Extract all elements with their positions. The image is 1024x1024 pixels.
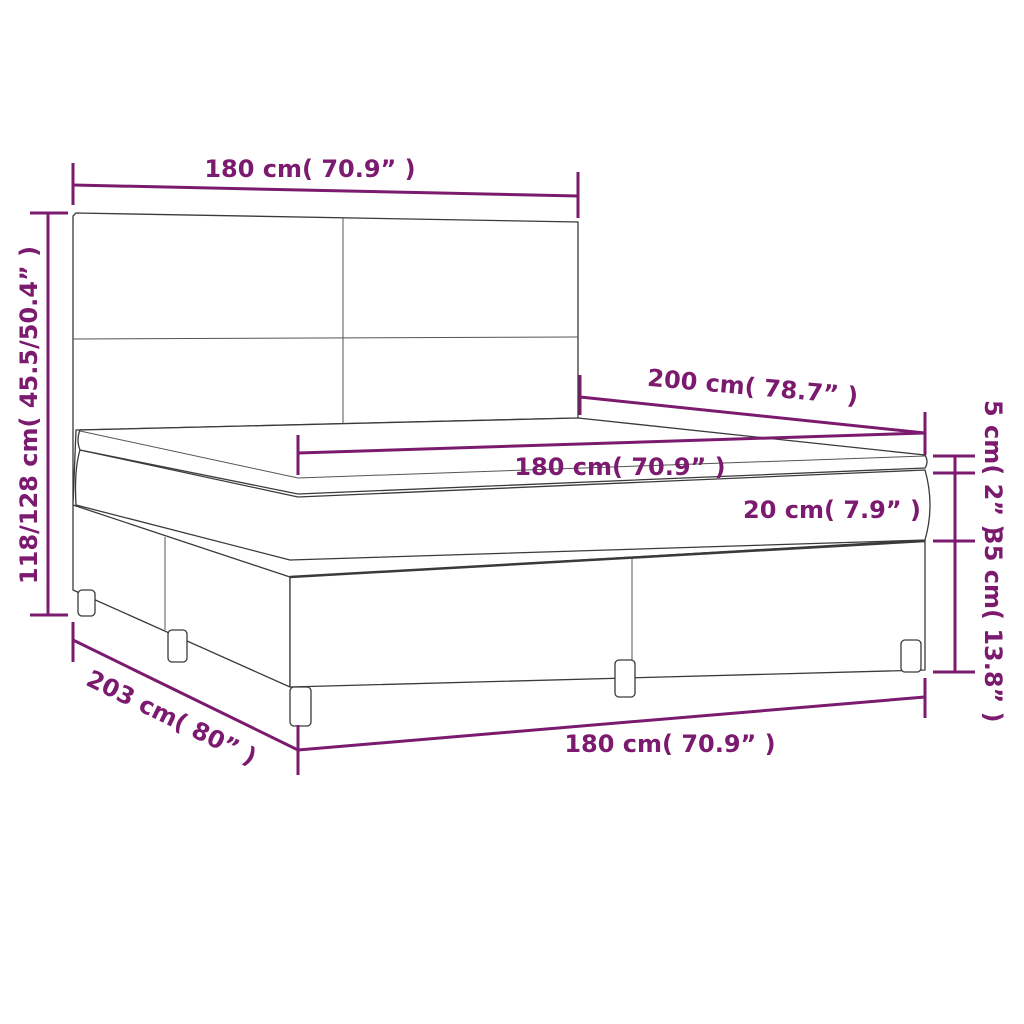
- box-spring-base: [72, 504, 926, 688]
- mattress-length-label: 200 cm( 78.7” ): [646, 364, 859, 410]
- total-height-label: 118/128 cm( 45.5/50.4” ): [15, 246, 43, 584]
- mattress-width-label: 180 cm( 70.9” ): [514, 453, 725, 481]
- base-width-label: 180 cm( 70.9” ): [564, 730, 775, 758]
- topper: [77, 417, 928, 495]
- mattress: [74, 449, 931, 561]
- mattress-height-label: 20 cm( 7.9” ): [743, 496, 921, 524]
- headboard: [72, 212, 579, 506]
- headboard-width-label: 180 cm( 70.9” ): [204, 155, 415, 183]
- legs: [77, 589, 922, 727]
- base-height-label: 35 cm( 13.8” ): [979, 528, 1007, 723]
- topper-height-label: 5 cm( 2” ): [979, 400, 1007, 535]
- dimension-lines: [30, 163, 975, 775]
